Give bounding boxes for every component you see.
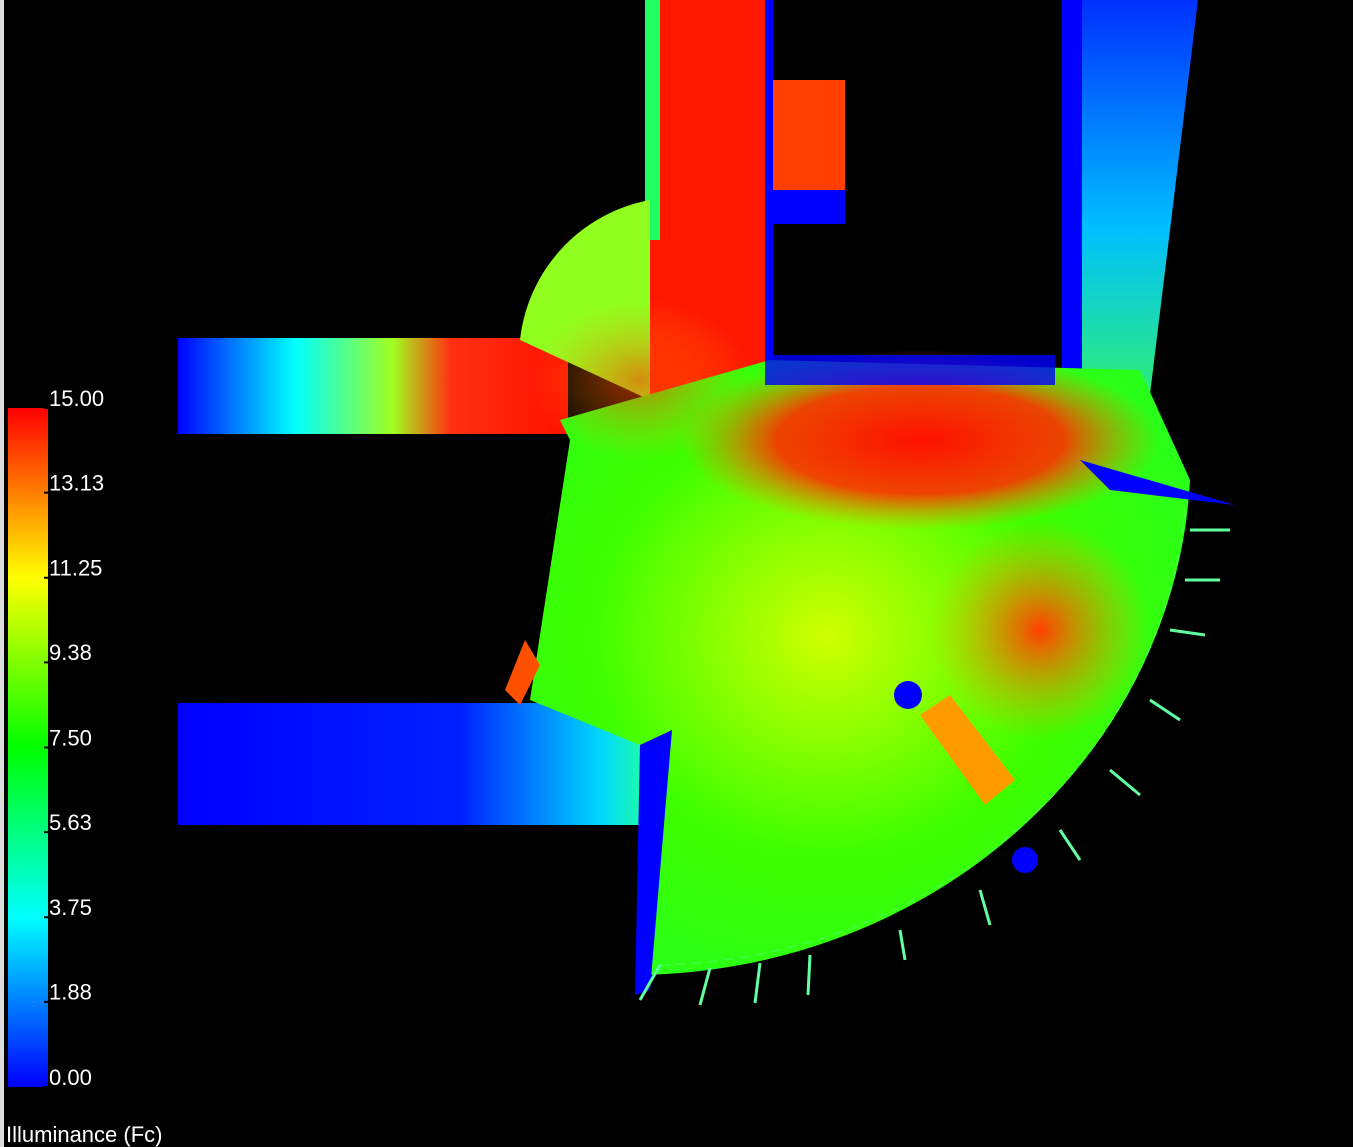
tick-label: 9.38 (49, 640, 92, 665)
tick-label: 5.63 (49, 810, 92, 835)
color-scale (8, 408, 48, 1087)
tick-label: 0.00 (49, 1065, 92, 1090)
illuminance-view: Illuminance (Fc) 15.00 13.13 11.25 9.38 7.50… (0, 0, 1353, 1147)
legend-title: Illuminance (Fc) (6, 1122, 162, 1147)
tick-label: 15.00 (49, 386, 104, 411)
frame-edge (0, 0, 4, 1147)
tick-label: 7.50 (49, 725, 92, 750)
tick-label: 3.75 (49, 895, 92, 920)
tick-label: 11.25 (49, 556, 102, 581)
floor-plan (178, 0, 1235, 1005)
tick-label: 1.88 (49, 980, 92, 1005)
tick-label: 13.13 (49, 470, 104, 495)
